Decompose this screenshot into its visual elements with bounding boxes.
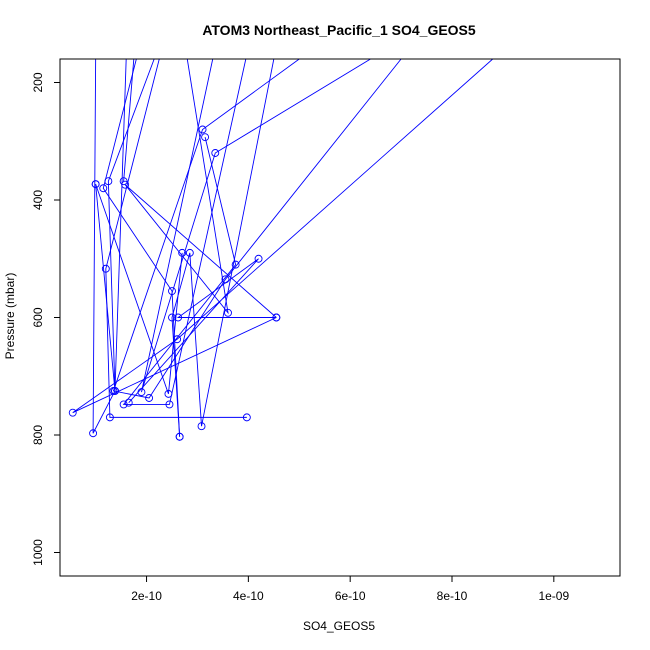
series-profile	[119, 59, 247, 409]
data-point	[174, 313, 183, 322]
plot-frame	[59, 58, 621, 577]
data-point	[99, 184, 108, 193]
series-line	[95, 183, 183, 395]
data-point	[145, 394, 154, 402]
y-tick-label: 400	[31, 190, 45, 210]
data-point	[168, 313, 176, 322]
y-tick-label: 800	[31, 425, 45, 445]
data-point	[89, 429, 98, 438]
y-tick-label: 1000	[31, 539, 45, 566]
series-line	[72, 59, 494, 414]
data-point	[198, 125, 207, 134]
data-point	[173, 335, 182, 344]
x-tick-label: 8e-10	[437, 589, 468, 603]
y-axis-label: Pressure (mbar)	[3, 273, 17, 360]
series-line	[95, 59, 155, 391]
series-layer	[68, 59, 494, 441]
series-line	[141, 59, 371, 393]
data-point	[109, 386, 118, 395]
chart-title: ATOM3 Northeast_Pacific_1 SO4_GEOS5	[202, 22, 476, 38]
data-point	[224, 308, 232, 317]
data-point	[101, 264, 110, 273]
plot-area: 2e-10 4e-10 6e-10 8e-10 1e-09 200 400 600 800 10…	[31, 58, 621, 603]
x-tick-label: 1e-09	[538, 589, 569, 603]
y-tick-label: 200	[31, 72, 45, 92]
x-tick-label: 4e-10	[233, 589, 264, 603]
series-profile	[68, 59, 494, 417]
data-point	[175, 432, 184, 441]
data-point	[211, 149, 220, 157]
series-line	[171, 59, 275, 437]
data-point	[254, 254, 263, 263]
data-point	[121, 180, 130, 189]
data-point	[68, 408, 77, 417]
data-point	[185, 248, 194, 257]
series-line	[123, 59, 135, 182]
x-tick-label: 2e-10	[131, 589, 162, 603]
series-profile	[119, 59, 135, 186]
data-point	[201, 133, 210, 142]
series-profile	[109, 59, 402, 402]
x-axis-label: SO4_GEOS5	[303, 619, 375, 633]
data-point	[119, 177, 128, 186]
series-line	[112, 59, 402, 399]
data-point	[231, 260, 240, 269]
series-line	[124, 59, 277, 318]
data-point	[105, 413, 114, 422]
data-point	[165, 400, 174, 409]
data-point	[124, 398, 133, 407]
data-point	[91, 180, 100, 189]
series-profile	[168, 59, 275, 441]
data-point	[197, 422, 206, 431]
y-tick-label: 600	[31, 307, 45, 327]
data-point	[119, 400, 128, 409]
data-point	[272, 313, 281, 322]
series-line	[122, 59, 247, 405]
x-tick-label: 6e-10	[335, 589, 366, 603]
series-line	[92, 59, 127, 434]
series-line	[102, 59, 181, 437]
data-point	[242, 413, 251, 422]
